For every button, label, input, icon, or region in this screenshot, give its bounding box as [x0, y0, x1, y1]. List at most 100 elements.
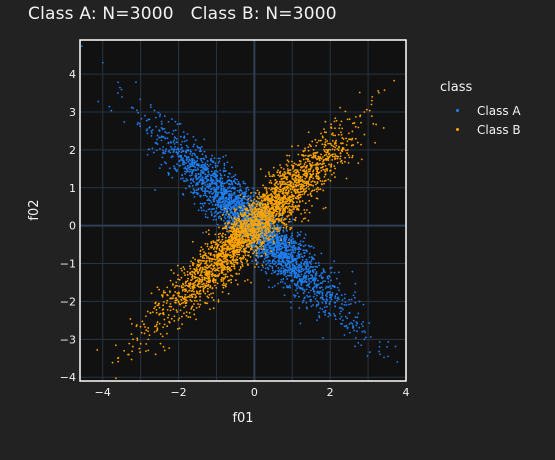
data-point — [210, 270, 213, 273]
data-point — [315, 144, 318, 147]
data-point — [294, 240, 296, 243]
data-point — [198, 146, 201, 149]
data-point — [312, 277, 315, 280]
data-point — [214, 281, 217, 284]
data-point — [290, 191, 293, 194]
data-point — [306, 209, 308, 211]
data-point — [196, 181, 199, 184]
data-point — [171, 176, 174, 179]
data-point — [308, 154, 311, 157]
data-point — [201, 181, 204, 184]
data-point — [235, 261, 238, 264]
data-point — [265, 272, 268, 275]
data-point — [286, 250, 288, 252]
data-point — [257, 261, 259, 264]
data-point — [182, 131, 185, 134]
data-point — [236, 233, 239, 236]
data-point — [191, 170, 194, 173]
data-point — [110, 109, 113, 112]
data-point — [183, 300, 186, 303]
data-point — [325, 148, 328, 151]
data-point — [236, 221, 239, 224]
data-point — [220, 181, 222, 184]
data-point — [158, 288, 160, 291]
data-point — [222, 170, 225, 172]
data-point — [234, 241, 237, 244]
data-point — [289, 220, 292, 223]
data-point — [199, 173, 202, 175]
data-point — [203, 138, 206, 141]
data-point — [358, 300, 361, 303]
data-point — [224, 275, 227, 278]
data-point — [196, 167, 199, 169]
data-point — [183, 167, 186, 170]
data-point — [234, 204, 236, 206]
data-point — [201, 161, 204, 164]
data-point — [246, 231, 248, 234]
data-point — [333, 271, 336, 274]
data-point — [141, 320, 144, 323]
data-point — [232, 252, 234, 255]
data-point — [329, 179, 332, 182]
data-point — [346, 149, 349, 151]
data-point — [314, 293, 316, 295]
data-point — [312, 286, 315, 289]
data-point — [344, 301, 347, 303]
data-point — [354, 316, 357, 319]
data-point — [295, 267, 298, 269]
data-point — [236, 194, 239, 197]
data-point — [237, 253, 239, 256]
data-point — [139, 351, 141, 354]
data-point — [132, 338, 134, 341]
data-point — [289, 169, 292, 171]
data-point — [310, 258, 313, 261]
data-point — [139, 342, 142, 345]
data-point — [272, 248, 275, 251]
data-point — [282, 265, 284, 268]
data-point — [220, 187, 223, 190]
data-point — [340, 120, 343, 123]
data-point — [208, 208, 211, 210]
data-point — [260, 246, 263, 249]
data-point — [200, 209, 203, 212]
data-point — [264, 245, 267, 248]
data-point — [307, 275, 310, 277]
data-point — [213, 211, 216, 214]
data-point — [192, 191, 194, 194]
data-point — [167, 314, 170, 316]
data-point — [206, 199, 209, 202]
data-point — [334, 134, 337, 137]
data-point — [248, 202, 250, 205]
data-point — [192, 169, 195, 172]
data-point — [326, 292, 328, 295]
data-point — [196, 183, 199, 186]
data-point — [312, 279, 315, 282]
data-point — [316, 290, 319, 293]
data-point — [145, 343, 148, 345]
data-point — [297, 285, 300, 288]
data-point — [196, 163, 198, 165]
data-point — [364, 331, 367, 334]
data-point — [306, 263, 309, 266]
data-point — [318, 311, 320, 314]
data-point — [186, 159, 188, 161]
data-point — [305, 288, 308, 291]
data-point — [229, 219, 231, 222]
data-point — [187, 156, 190, 159]
data-point — [271, 267, 274, 270]
data-point — [215, 207, 218, 210]
data-point — [300, 265, 303, 268]
data-point — [325, 298, 328, 300]
data-point — [234, 181, 236, 184]
data-point — [270, 240, 273, 243]
data-point — [264, 175, 267, 178]
data-point — [219, 206, 222, 209]
data-point — [241, 261, 243, 264]
data-point — [227, 259, 229, 262]
data-point — [326, 169, 329, 172]
data-point — [267, 259, 270, 262]
data-point — [307, 244, 310, 247]
data-point — [281, 209, 284, 212]
data-point — [204, 167, 207, 169]
